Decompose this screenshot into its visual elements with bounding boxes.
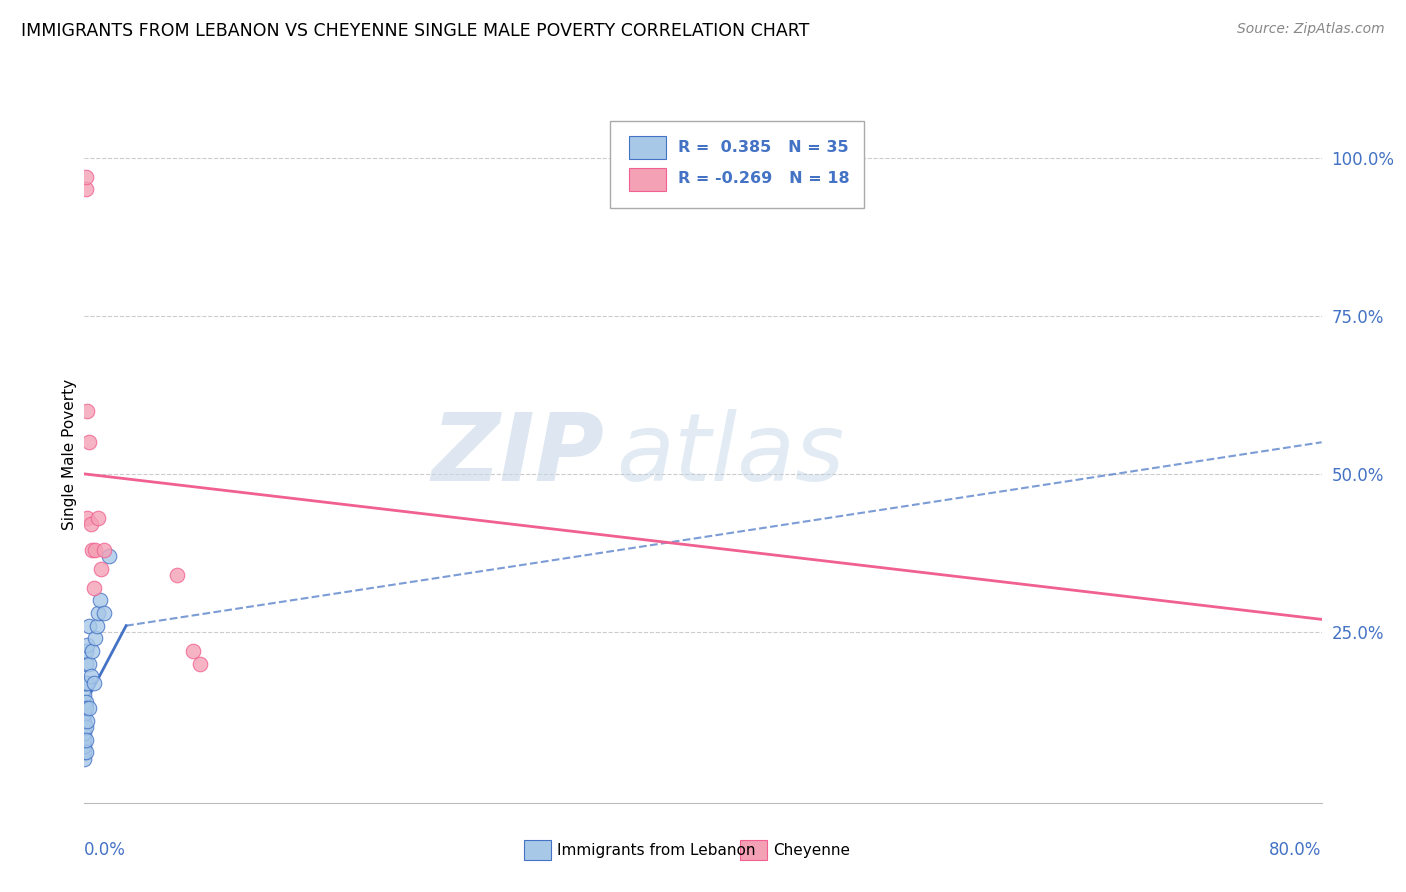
Point xyxy=(73,701,96,715)
Text: 0.0%: 0.0% xyxy=(84,841,127,859)
Point xyxy=(166,568,188,582)
Text: ZIP: ZIP xyxy=(432,409,605,501)
Point xyxy=(79,669,101,683)
Text: Cheyenne: Cheyenne xyxy=(773,843,851,857)
Point xyxy=(87,511,110,525)
Point xyxy=(83,581,105,595)
Point xyxy=(73,739,96,753)
Point xyxy=(84,542,107,557)
Text: Immigrants from Lebanon: Immigrants from Lebanon xyxy=(557,843,755,857)
Point xyxy=(79,517,101,532)
Point xyxy=(75,701,97,715)
Point xyxy=(73,714,96,728)
Point xyxy=(73,695,96,709)
FancyBboxPatch shape xyxy=(628,136,666,159)
Text: 80.0%: 80.0% xyxy=(1270,841,1322,859)
Point xyxy=(76,714,98,728)
Y-axis label: Single Male Poverty: Single Male Poverty xyxy=(62,379,77,531)
Point xyxy=(73,726,96,740)
Text: Source: ZipAtlas.com: Source: ZipAtlas.com xyxy=(1237,22,1385,37)
Point xyxy=(75,695,97,709)
Point xyxy=(77,701,100,715)
Point xyxy=(73,751,96,765)
Point xyxy=(89,593,111,607)
Point xyxy=(86,618,108,632)
Point xyxy=(75,644,97,658)
Point xyxy=(90,562,112,576)
FancyBboxPatch shape xyxy=(628,168,666,191)
Point xyxy=(75,657,97,671)
Point xyxy=(75,675,97,690)
Point xyxy=(93,542,115,557)
Point xyxy=(73,745,96,759)
Point xyxy=(75,732,97,747)
Point xyxy=(76,638,98,652)
Point xyxy=(73,707,96,722)
Text: IMMIGRANTS FROM LEBANON VS CHEYENNE SINGLE MALE POVERTY CORRELATION CHART: IMMIGRANTS FROM LEBANON VS CHEYENNE SING… xyxy=(21,22,810,40)
Point xyxy=(82,644,104,658)
Point xyxy=(77,657,100,671)
Point xyxy=(77,618,100,632)
Point xyxy=(73,732,96,747)
Point xyxy=(93,606,115,620)
Point xyxy=(84,632,107,646)
Point xyxy=(76,511,98,525)
Text: atlas: atlas xyxy=(616,409,845,500)
FancyBboxPatch shape xyxy=(740,840,768,860)
Point xyxy=(98,549,121,563)
Point xyxy=(75,169,97,184)
FancyBboxPatch shape xyxy=(523,840,551,860)
Point xyxy=(73,675,96,690)
Point xyxy=(75,745,97,759)
Point xyxy=(73,688,96,702)
FancyBboxPatch shape xyxy=(610,121,863,208)
Point xyxy=(76,403,98,417)
Point xyxy=(76,675,98,690)
Text: R =  0.385   N = 35: R = 0.385 N = 35 xyxy=(678,140,849,155)
Point xyxy=(82,542,104,557)
Point xyxy=(181,644,204,658)
Point xyxy=(83,675,105,690)
Point xyxy=(87,606,110,620)
Point xyxy=(75,720,97,734)
Point xyxy=(188,657,211,671)
Point xyxy=(77,435,100,450)
Point xyxy=(75,182,97,196)
Text: R = -0.269   N = 18: R = -0.269 N = 18 xyxy=(678,171,849,186)
Point xyxy=(73,720,96,734)
